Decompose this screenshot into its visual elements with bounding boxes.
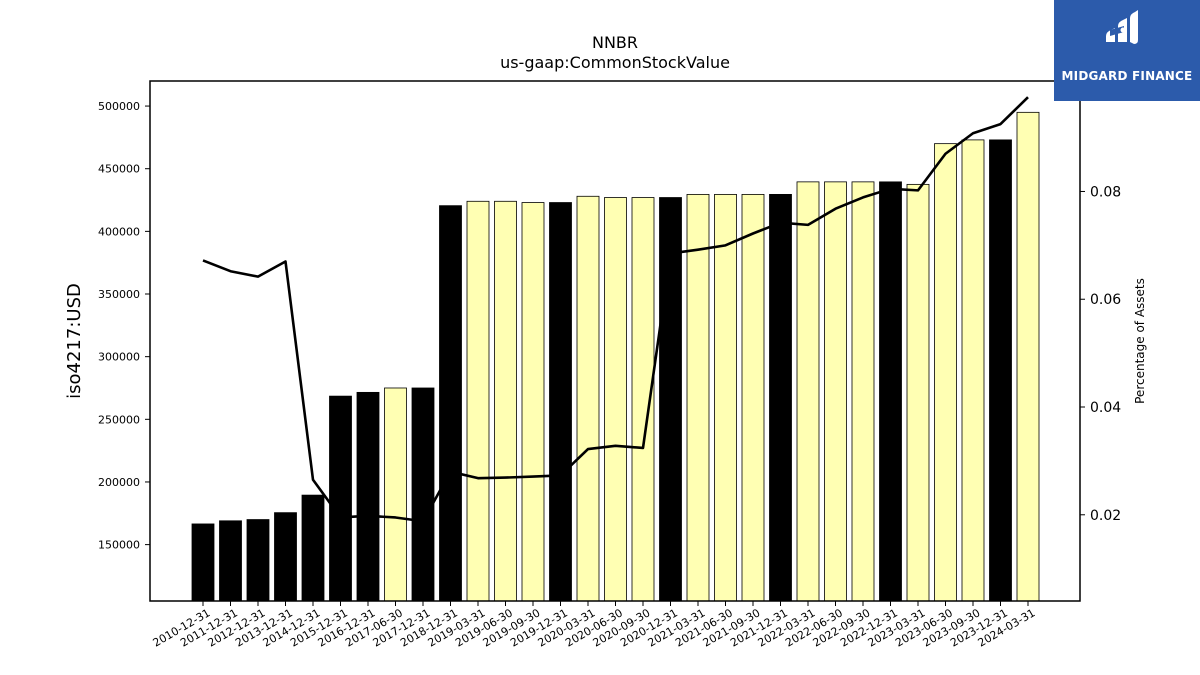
bar-2019-06-30 — [494, 200, 517, 602]
bar-2023-12-31 — [989, 139, 1012, 602]
y-tick-label: 150000 — [98, 539, 140, 552]
logo-text: MIDGARD FINANCE — [1061, 69, 1193, 83]
y2-tick-label: 0.04 — [1090, 400, 1121, 416]
y-tick-label: 200000 — [98, 476, 140, 489]
bar-2022-03-31 — [796, 181, 820, 602]
bar-2017-06-30 — [384, 387, 407, 602]
bar-2019-03-31 — [466, 200, 490, 602]
y2-tick-label: 0.08 — [1090, 184, 1121, 200]
y-tick-label: 500000 — [98, 100, 140, 113]
bar-2024-03-31 — [1016, 111, 1040, 602]
bars-layer — [191, 111, 1040, 602]
bar-2013-12-31 — [274, 512, 297, 602]
bar-2022-12-31 — [879, 181, 902, 602]
bar-2020-06-30 — [604, 197, 627, 602]
bar-2014-12-31 — [301, 494, 325, 602]
y-tick-label: 350000 — [98, 288, 140, 301]
bar-2019-12-31 — [549, 202, 572, 602]
y-axis-label: iso4217:USD — [64, 283, 85, 399]
bar-2020-03-31 — [576, 195, 600, 602]
y-tick-label: 450000 — [98, 163, 140, 176]
bar-2023-03-31 — [906, 183, 930, 602]
y-tick-label: 400000 — [98, 225, 140, 238]
bar-2023-09-30 — [961, 139, 985, 602]
bar-2023-06-30 — [934, 143, 957, 602]
midgard-finance-logo: MIDGARD FINANCE — [1054, 0, 1200, 101]
percentage-line — [202, 96, 1029, 523]
bar-2019-09-30 — [521, 202, 545, 602]
chart-title: NNBR — [592, 33, 638, 52]
bar-2021-09-30 — [741, 193, 765, 602]
bar-2010-12-31 — [191, 523, 215, 602]
x-axis: 2010-12-312011-12-312012-12-312013-12-31… — [151, 601, 1038, 650]
y2-tick-label: 0.06 — [1090, 292, 1121, 308]
y-axis-right: 0.02 0.04 0.06 0.08 — [1080, 184, 1121, 524]
bar-2012-12-31 — [246, 519, 270, 602]
bar-2021-12-31 — [769, 193, 792, 602]
bar-2022-09-30 — [851, 181, 875, 602]
bar-2015-12-31 — [329, 395, 352, 602]
y-tick-label: 300000 — [98, 351, 140, 364]
bar-2016-12-31 — [356, 391, 380, 602]
bar-2022-06-30 — [824, 181, 847, 602]
y-tick-label: 250000 — [98, 413, 140, 426]
y-axis-left: 150000 200000 250000 300000 350000 400000 4500… — [98, 100, 150, 552]
y2-axis-label: Percentage of Assets — [1133, 278, 1147, 404]
y2-tick-label: 0.02 — [1090, 508, 1121, 524]
bar-2011-12-31 — [219, 520, 242, 602]
bar-2017-12-31 — [411, 387, 435, 602]
chart-subtitle: us-gaap:CommonStockValue — [500, 53, 730, 72]
bar-2021-03-31 — [686, 193, 710, 602]
midgard-logo-icon — [1106, 10, 1138, 44]
bar-2021-06-30 — [714, 193, 737, 602]
bar-2018-12-31 — [439, 205, 462, 602]
